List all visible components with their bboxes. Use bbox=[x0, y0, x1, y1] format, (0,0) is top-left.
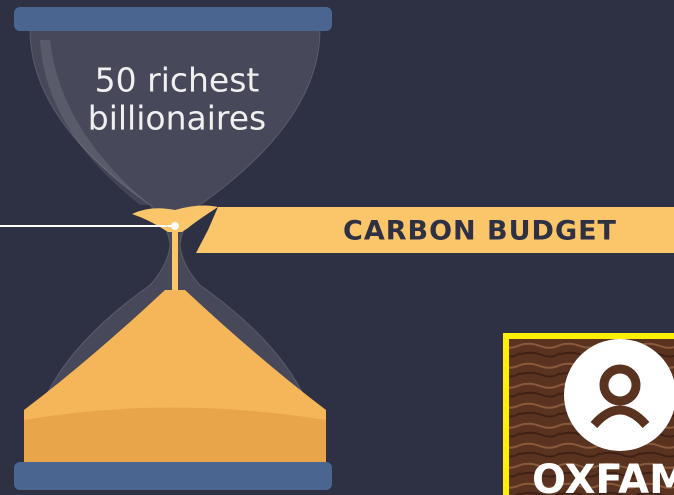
infographic: CARBON BUDGET 50 richest billionaires OX… bbox=[0, 0, 674, 495]
hourglass-bottom-cap bbox=[14, 462, 332, 490]
hourglass-label: 50 richest bbox=[95, 61, 260, 100]
sand-bottom-shade bbox=[24, 408, 326, 463]
logo-text: OXFAM bbox=[532, 457, 674, 495]
band-label: CARBON BUDGET bbox=[343, 216, 617, 247]
pointer-dot bbox=[171, 222, 179, 230]
sand-stream bbox=[172, 230, 178, 290]
hourglass-label: billionaires bbox=[88, 99, 266, 138]
page: CARBON BUDGET 50 richest billionaires OX… bbox=[0, 0, 674, 495]
logo-circle bbox=[564, 339, 674, 451]
hourglass-top-cap bbox=[14, 7, 332, 31]
